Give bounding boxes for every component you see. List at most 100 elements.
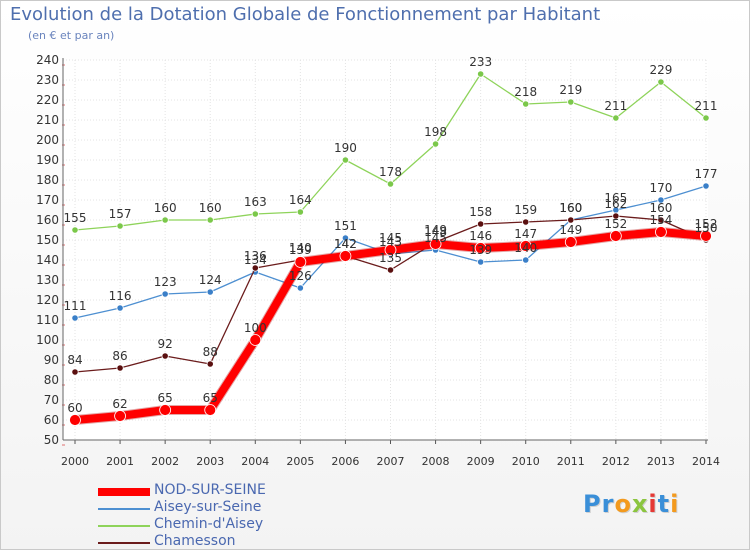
data-point xyxy=(702,182,710,190)
data-label: 145 xyxy=(424,231,447,245)
data-label: 136 xyxy=(244,249,267,263)
data-label: 160 xyxy=(559,201,582,215)
x-tick-label: 2007 xyxy=(377,455,405,468)
data-point xyxy=(69,414,81,426)
legend-swatch xyxy=(98,488,150,496)
data-label: 149 xyxy=(424,223,447,237)
x-tick-label: 2004 xyxy=(241,455,269,468)
legend-swatch xyxy=(98,542,150,544)
data-label: 146 xyxy=(469,229,492,243)
data-point xyxy=(161,290,169,298)
legend-swatch xyxy=(98,508,150,510)
legend-label: NOD-SUR-SEINE xyxy=(154,482,266,498)
data-point xyxy=(251,264,259,272)
data-point xyxy=(612,114,620,122)
data-point xyxy=(655,226,667,238)
data-label: 100 xyxy=(244,321,267,335)
data-point xyxy=(564,236,577,248)
data-point xyxy=(567,216,575,224)
data-label: 219 xyxy=(559,83,582,97)
data-label: 62 xyxy=(112,397,127,411)
x-tick-label: 2000 xyxy=(61,455,89,468)
legend-label: Chamesson xyxy=(154,533,236,549)
data-label: 123 xyxy=(154,275,177,289)
data-label: 170 xyxy=(649,181,672,195)
x-tick-label: 2005 xyxy=(286,455,314,468)
data-label: 124 xyxy=(199,273,222,287)
data-label: 148 xyxy=(424,225,447,239)
data-point xyxy=(249,334,262,346)
x-tick-label: 2009 xyxy=(467,455,495,468)
data-point xyxy=(522,100,530,108)
y-tick-label: 230 xyxy=(36,73,59,87)
data-label: 198 xyxy=(424,125,447,139)
data-point xyxy=(700,230,712,242)
data-label: 140 xyxy=(514,241,537,255)
x-tick-label: 2002 xyxy=(151,455,179,468)
y-tick-label: 60 xyxy=(44,413,59,427)
data-point xyxy=(386,266,395,274)
data-point xyxy=(296,208,304,216)
y-tick-label: 70 xyxy=(44,393,59,407)
data-point xyxy=(206,288,214,296)
data-point xyxy=(204,404,217,416)
data-point xyxy=(71,314,79,322)
data-label: 233 xyxy=(469,55,492,69)
chart-subtitle: (en € et par an) xyxy=(28,29,115,42)
data-point xyxy=(339,250,352,262)
data-label: 142 xyxy=(334,237,357,251)
y-tick-label: 150 xyxy=(36,233,59,247)
y-tick-label: 170 xyxy=(36,193,59,207)
data-point xyxy=(71,368,79,376)
data-label: 65 xyxy=(158,391,173,405)
data-label: 178 xyxy=(379,165,402,179)
data-label: 142 xyxy=(334,237,357,251)
data-point xyxy=(567,98,575,106)
data-label: 155 xyxy=(64,211,87,225)
data-point xyxy=(206,360,214,368)
y-tick-label: 50 xyxy=(44,433,59,447)
data-point xyxy=(522,218,530,226)
data-point xyxy=(657,78,665,86)
data-label: 126 xyxy=(289,269,312,283)
data-point xyxy=(612,212,620,220)
data-label: 150 xyxy=(695,221,718,235)
data-point xyxy=(477,258,485,266)
data-label: 164 xyxy=(289,193,312,207)
data-point xyxy=(657,196,665,204)
data-point xyxy=(296,284,304,292)
data-point xyxy=(702,114,710,122)
data-point xyxy=(657,216,665,224)
data-point xyxy=(474,242,487,254)
data-label: 139 xyxy=(289,243,312,257)
y-tick-label: 120 xyxy=(36,293,59,307)
data-point xyxy=(384,244,397,256)
data-label: 162 xyxy=(604,197,627,211)
data-label: 218 xyxy=(514,85,537,99)
data-label: 116 xyxy=(109,289,132,303)
data-point xyxy=(161,216,169,224)
data-label: 157 xyxy=(109,207,132,221)
y-tick-label: 200 xyxy=(36,133,59,147)
x-tick-label: 2008 xyxy=(422,455,450,468)
x-tick-label: 2001 xyxy=(106,455,134,468)
proxiti-logo: Proxiti xyxy=(583,490,680,518)
y-tick-label: 110 xyxy=(36,313,59,327)
data-point xyxy=(522,256,530,264)
data-point xyxy=(116,222,124,230)
data-label: 154 xyxy=(649,213,672,227)
data-label: 160 xyxy=(649,201,672,215)
data-point xyxy=(251,210,259,218)
data-label: 165 xyxy=(604,191,627,205)
data-label: 86 xyxy=(112,349,127,363)
y-tick-label: 100 xyxy=(36,333,59,347)
y-tick-label: 140 xyxy=(36,253,59,267)
y-tick-label: 190 xyxy=(36,153,59,167)
data-point xyxy=(431,140,440,148)
data-label: 151 xyxy=(334,219,357,233)
y-tick-label: 240 xyxy=(36,53,59,67)
y-tick-label: 160 xyxy=(36,213,59,227)
data-label: 211 xyxy=(695,99,718,113)
x-tick-label: 2014 xyxy=(692,455,720,468)
